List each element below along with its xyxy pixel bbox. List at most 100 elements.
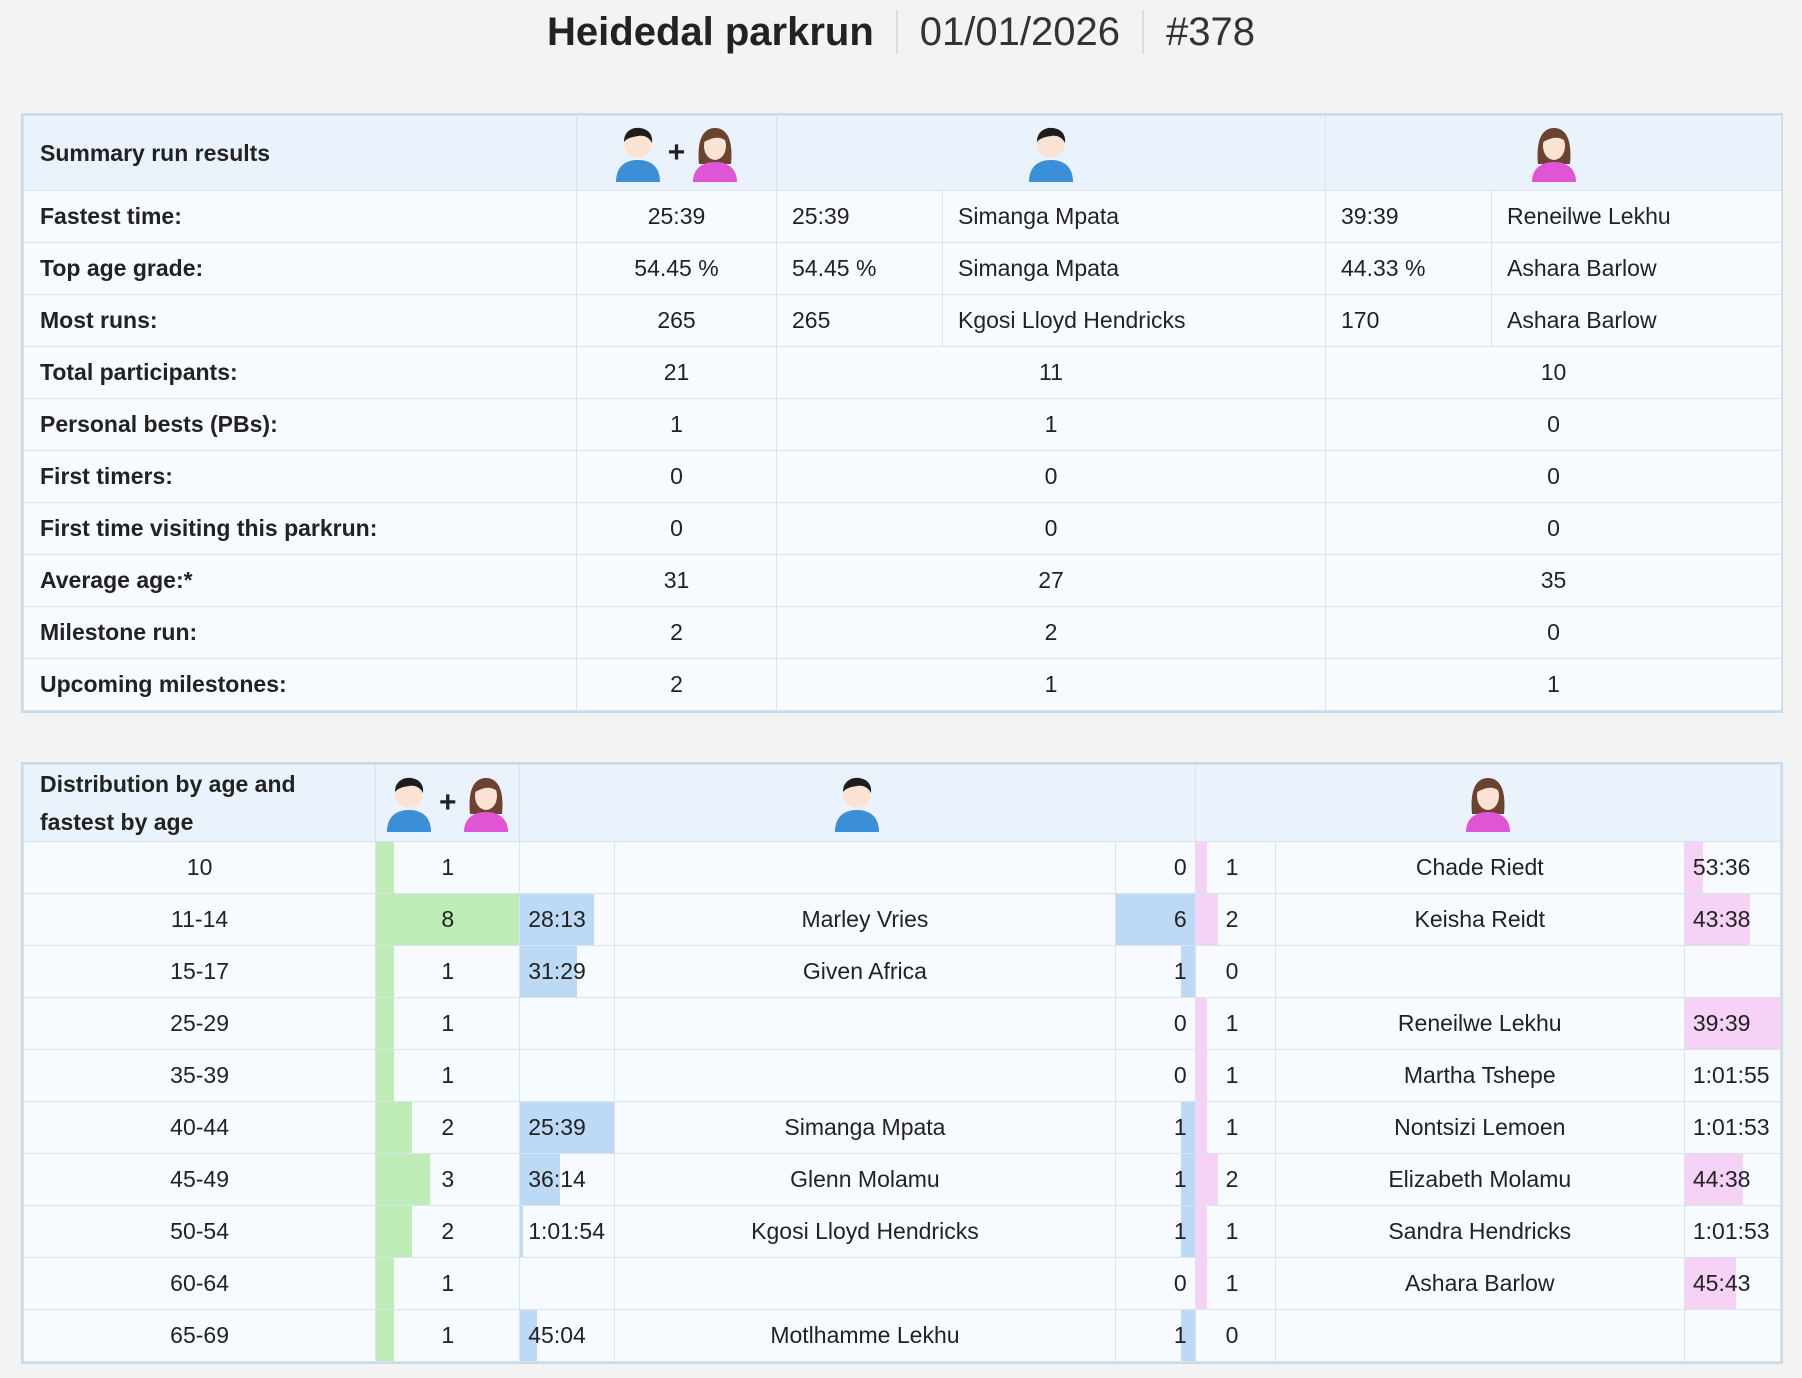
- female-count: 1: [1225, 1114, 1239, 1140]
- male-fastest-name: Marley Vries: [614, 893, 1116, 946]
- summary-row-label: First timers:: [23, 450, 577, 503]
- male-fastest-time: 31:29: [528, 958, 586, 984]
- female-count: 2: [1225, 1166, 1239, 1192]
- female-time-bar: [1684, 1154, 1743, 1205]
- distribution-table: Distribution by age and fastest by age +: [22, 764, 1782, 1362]
- male-fastest-time: 36:14: [528, 1166, 586, 1192]
- age-group-label: 35-39: [22, 1049, 377, 1102]
- header-divider: [1141, 10, 1144, 54]
- summary-male-name: Simanga Mpata: [942, 190, 1326, 243]
- total-count-cell: 1: [375, 945, 521, 998]
- male-fastest-time-cell: 1:01:54: [519, 1205, 616, 1258]
- male-count-cell: 6: [1114, 893, 1196, 946]
- female-count-cell: 1: [1194, 1257, 1276, 1310]
- summary-row: Average age:* 31 27 35: [23, 554, 1782, 607]
- summary-row: Total participants: 21 11 10: [23, 346, 1782, 399]
- female-fastest-name: Sandra Hendricks: [1274, 1205, 1685, 1258]
- female-fastest-time: 39:39: [1692, 1010, 1751, 1036]
- distribution-title: Distribution by age and fastest by age: [22, 764, 377, 842]
- summary-all-value: 1: [576, 398, 777, 451]
- age-group-row: 40-44 2 25:39 Simanga Mpata 1 1 Nontsizi Lemoe…: [22, 1101, 1782, 1154]
- male-fastest-name: Glenn Molamu: [614, 1153, 1116, 1206]
- age-group-label: 10: [22, 841, 377, 894]
- total-count-bar: [376, 998, 395, 1049]
- female-count-cell: 0: [1194, 1309, 1276, 1362]
- female-time-bar: [1684, 998, 1780, 1049]
- male-fastest-name: [614, 1257, 1116, 1310]
- female-count-bar: [1195, 1206, 1207, 1257]
- male-fastest-time-cell: 31:29: [519, 945, 616, 998]
- female-count-bar: [1195, 1050, 1207, 1101]
- male-count-cell: 0: [1114, 841, 1196, 894]
- age-group-label: 45-49: [22, 1153, 377, 1206]
- female-count-cell: 1: [1194, 1205, 1276, 1258]
- total-count-cell: 2: [375, 1101, 521, 1154]
- male-fastest-time-cell: 28:13: [519, 893, 616, 946]
- summary-row-label: Most runs:: [23, 294, 577, 347]
- summary-row-label: Top age grade:: [23, 242, 577, 295]
- summary-row: Personal bests (PBs): 1 1 0: [23, 398, 1782, 451]
- age-group-label: 40-44: [22, 1101, 377, 1154]
- male-fastest-name: [614, 997, 1116, 1050]
- total-count-cell: 1: [375, 997, 521, 1050]
- distribution-title-line1: Distribution by age and: [40, 771, 296, 797]
- all-runners-icon: +: [375, 764, 521, 842]
- female-count-cell: 1: [1194, 1101, 1276, 1154]
- male-count-bar: [1181, 1310, 1195, 1361]
- female-fastest-time-cell: 43:38: [1683, 893, 1782, 946]
- female-fastest-time-cell: 45:43: [1683, 1257, 1782, 1310]
- female-count-cell: 2: [1194, 1153, 1276, 1206]
- female-count: 0: [1225, 958, 1239, 984]
- total-count: 1: [441, 1010, 455, 1036]
- summary-male-value: 265: [776, 294, 943, 347]
- page-title: Heidedal parkrun: [547, 9, 874, 54]
- male-count: 0: [1173, 1010, 1187, 1036]
- female-column-header: [1325, 115, 1782, 191]
- summary-row: First time visiting this parkrun: 0 0 0: [23, 502, 1782, 555]
- male-fastest-time-cell: [519, 841, 616, 894]
- summary-male-value: 1: [776, 658, 1326, 711]
- male-count: 0: [1173, 1062, 1187, 1088]
- summary-female-value: 1: [1325, 658, 1782, 711]
- male-count: 1: [1173, 958, 1187, 984]
- total-count: 3: [441, 1166, 455, 1192]
- age-group-label: 60-64: [22, 1257, 377, 1310]
- male-runner-icon: [612, 124, 664, 182]
- summary-title: Summary run results: [23, 115, 577, 191]
- male-fastest-time: 25:39: [528, 1114, 586, 1140]
- female-count: 1: [1225, 1218, 1239, 1244]
- age-group-row: 25-29 1 0 1 Reneilwe Lekhu 39:39: [22, 997, 1782, 1050]
- female-fastest-time: 45:43: [1692, 1270, 1751, 1296]
- female-fastest-time: 1:01:53: [1692, 1114, 1770, 1140]
- female-fastest-name: Martha Tshepe: [1274, 1049, 1685, 1102]
- summary-all-value: 25:39: [576, 190, 777, 243]
- female-fastest-time-cell: 1:01:53: [1683, 1205, 1782, 1258]
- summary-row: Top age grade: 54.45 % 54.45 % Simanga Mpat…: [23, 242, 1782, 295]
- male-time-bar: [520, 894, 594, 945]
- summary-male-value: 25:39: [776, 190, 943, 243]
- summary-female-name: Ashara Barlow: [1491, 242, 1782, 295]
- female-count-bar: [1195, 1102, 1207, 1153]
- male-count-bar: [1115, 894, 1195, 945]
- female-fastest-name: [1274, 945, 1685, 998]
- total-count: 2: [441, 1218, 455, 1244]
- female-fastest-time: 53:36: [1692, 854, 1751, 880]
- male-count: 0: [1173, 854, 1187, 880]
- total-count: 1: [441, 1270, 455, 1296]
- female-runner-icon: [689, 124, 741, 182]
- age-group-row: 35-39 1 0 1 Martha Tshepe 1:01:55: [22, 1049, 1782, 1102]
- male-count: 1: [1173, 1322, 1187, 1348]
- event-date: 01/01/2026: [919, 9, 1120, 54]
- total-count-cell: 8: [375, 893, 521, 946]
- male-count-bar: [1181, 946, 1195, 997]
- male-fastest-time: 45:04: [528, 1322, 586, 1348]
- total-count: 1: [441, 1322, 455, 1348]
- female-fastest-time-cell: 1:01:53: [1683, 1101, 1782, 1154]
- age-distribution-panel: Distribution by age and fastest by age +: [21, 762, 1783, 1364]
- female-time-bar: [1684, 1258, 1737, 1309]
- female-fastest-name: Reneilwe Lekhu: [1274, 997, 1685, 1050]
- male-fastest-time: 1:01:54: [528, 1218, 605, 1244]
- summary-female-value: 39:39: [1325, 190, 1492, 243]
- age-group-label: 11-14: [22, 893, 377, 946]
- event-number: #378: [1165, 9, 1255, 54]
